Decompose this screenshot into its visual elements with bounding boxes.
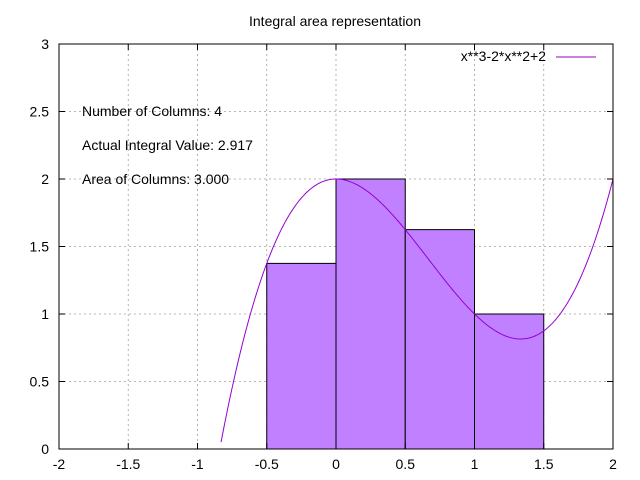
axis-ticks: -2 -1.5 -1 -0.5 0 0.5 1 1.5 2 0 0.5 1 1.5 2 2.5 3 bbox=[30, 36, 618, 472]
legend: x**3-2*x**2+2 bbox=[461, 48, 596, 64]
legend-label: x**3-2*x**2+2 bbox=[461, 48, 546, 64]
x-tick-label: 1 bbox=[471, 456, 479, 472]
x-tick-label: 0 bbox=[332, 456, 340, 472]
y-tick-label: 2.5 bbox=[30, 104, 50, 120]
annotation-2: Area of Columns: 3.000 bbox=[82, 171, 229, 187]
y-tick-label: 0.5 bbox=[30, 374, 50, 390]
bar-2 bbox=[404, 229, 475, 450]
x-tick-label: 2 bbox=[609, 456, 617, 472]
annotations-group: Number of Columns: 4 Actual Integral Valu… bbox=[82, 103, 253, 187]
y-tick-label: 1 bbox=[41, 306, 49, 322]
chart-title: Integral area representation bbox=[249, 13, 421, 29]
bar-3 bbox=[474, 313, 545, 450]
y-tick-label: 2 bbox=[41, 171, 49, 187]
annotation-1: Actual Integral Value: 2.917 bbox=[82, 137, 253, 153]
x-tick-label: 0.5 bbox=[396, 456, 416, 472]
bar-0 bbox=[266, 262, 337, 450]
bar-1 bbox=[335, 178, 406, 450]
x-tick-label: -0.5 bbox=[255, 456, 279, 472]
x-tick-label: -1.5 bbox=[116, 456, 140, 472]
x-tick-label: 1.5 bbox=[534, 456, 554, 472]
y-tick-label: 3 bbox=[41, 36, 49, 52]
x-tick-label: -2 bbox=[53, 456, 66, 472]
x-tick-label: -1 bbox=[191, 456, 204, 472]
y-tick-label: 0 bbox=[41, 441, 49, 457]
bars-group bbox=[266, 178, 545, 450]
y-tick-label: 1.5 bbox=[30, 239, 50, 255]
curve-line bbox=[220, 178, 614, 443]
annotation-0: Number of Columns: 4 bbox=[82, 103, 222, 119]
